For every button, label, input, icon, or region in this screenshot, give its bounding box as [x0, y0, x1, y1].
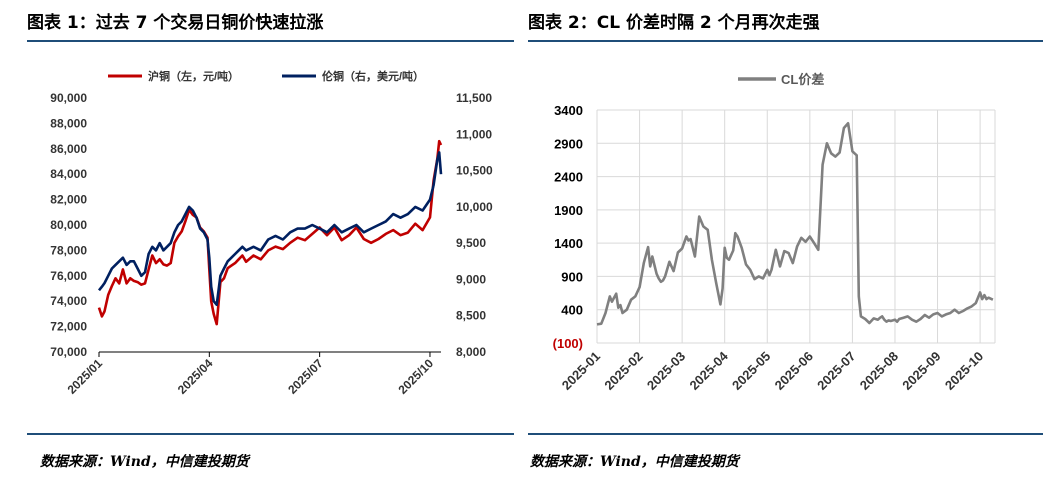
- right-x-tick-label: 2025-09: [899, 349, 943, 393]
- right-chart-title: 图表 2：CL 价差时隔 2 个月再次走强: [528, 13, 820, 33]
- left-header-rule: [27, 40, 514, 42]
- right-x-tick-label: 2025-05: [729, 349, 773, 393]
- left-y-tick-label: 90,000: [50, 91, 87, 105]
- lme-copper-line: [97, 151, 443, 307]
- right-y-tick-label: 10,000: [456, 200, 493, 214]
- left-y-tick-label: 82,000: [50, 193, 87, 207]
- right-y-tick-label: 11,000: [456, 127, 492, 141]
- left-y-tick-label: 76,000: [50, 269, 87, 283]
- left-y-tick-label: 70,000: [50, 345, 87, 359]
- right-y-tick-label: 3400: [554, 103, 583, 118]
- right-y-tick-label: 8,000: [456, 345, 486, 359]
- left-x-tick-label: 2025/07: [285, 356, 326, 397]
- right-y-tick-label: 400: [561, 303, 583, 318]
- left-y-tick-label: 80,000: [50, 218, 87, 232]
- right-y-tick-label: 11,500: [456, 91, 492, 105]
- right-y-tick-label: 10,500: [456, 164, 493, 178]
- shfe-copper-line: [97, 139, 443, 326]
- right-source-note: 数据来源：Wind，中信建投期货: [530, 454, 739, 470]
- left-source-note: 数据来源：Wind，中信建投期货: [40, 454, 249, 470]
- legend-label-lme: 伦铜（右，美元/吨）: [322, 69, 424, 83]
- right-y-tick-label: 2400: [554, 170, 583, 185]
- right-x-tick-label: 2025-03: [644, 349, 688, 393]
- left-y-tick-label: 74,000: [50, 294, 87, 308]
- right-y-tick-label: 9,000: [456, 272, 486, 286]
- left-x-tick-label: 2025/10: [396, 356, 437, 397]
- right-y-tick-label: 1900: [554, 203, 583, 218]
- left-footer-rule: [27, 433, 514, 435]
- right-x-tick-label: 2025-02: [601, 349, 645, 393]
- left-y-tick-label: 78,000: [50, 243, 87, 257]
- legend-label-shfe: 沪铜（左，元/吨）: [148, 69, 239, 83]
- right-x-tick-label: 2025-08: [857, 349, 901, 393]
- right-x-tick-label: 2025-01: [559, 349, 603, 393]
- right-y-tick-label: 900: [561, 269, 583, 284]
- right-y-tick-label: (100): [553, 336, 583, 351]
- left-x-tick-label: 2025/01: [65, 356, 106, 397]
- left-y-tick-label: 72,000: [50, 320, 87, 334]
- left-y-tick-label: 88,000: [50, 116, 87, 130]
- legend-label-cl: CL价差: [781, 72, 824, 87]
- right-y-tick-label: 2900: [554, 136, 583, 151]
- left-y-tick-label: 84,000: [50, 167, 87, 181]
- right-x-tick-label: 2025-04: [686, 348, 731, 393]
- left-x-tick-label: 2025/04: [175, 356, 216, 397]
- right-y-tick-label: 9,500: [456, 236, 486, 250]
- cl-spread-line: [596, 122, 994, 326]
- left-chart-title: 图表 1：过去 7 个交易日铜价快速拉涨: [27, 13, 324, 33]
- right-y-tick-label: 8,500: [456, 309, 486, 323]
- right-x-tick-label: 2025-06: [772, 349, 816, 393]
- right-x-tick-label: 2025-07: [814, 349, 858, 393]
- right-x-tick-label: 2025-10: [942, 349, 986, 393]
- right-footer-rule: [528, 433, 1043, 435]
- right-header-rule: [528, 40, 1043, 42]
- left-y-tick-label: 86,000: [50, 142, 87, 156]
- right-y-tick-label: 1400: [554, 236, 583, 251]
